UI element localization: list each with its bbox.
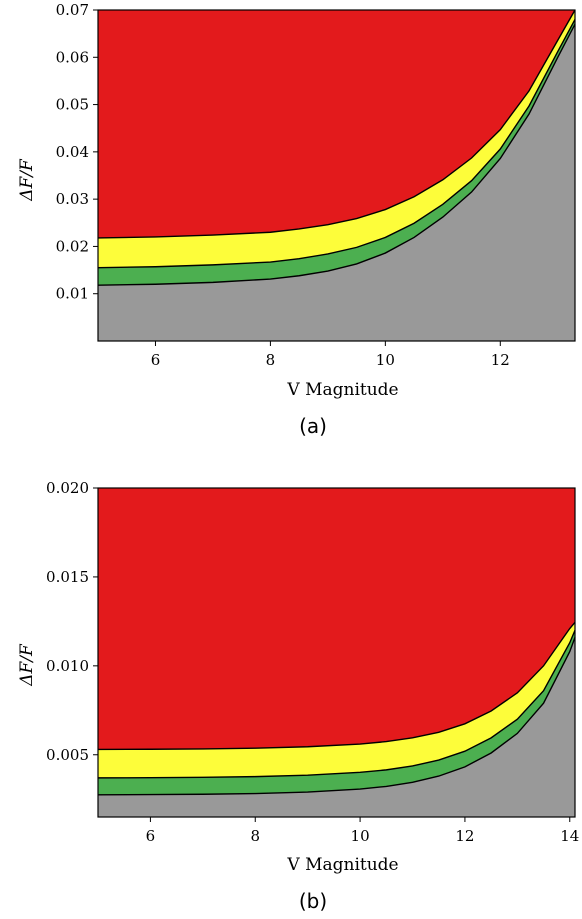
panel-a-boundary-line-1	[97, 23, 576, 286]
panel-b-region-1	[98, 637, 575, 817]
panel-b-plot-frame	[97, 487, 576, 818]
panel-a-region-3	[98, 10, 575, 268]
panel-a-y-tick-label: 0.05	[56, 96, 89, 114]
panel-b-label: (b)	[299, 889, 327, 913]
panel-b-x-tick-label: 8	[250, 827, 260, 845]
panel-a-areas	[98, 10, 575, 341]
panel-b-region-4	[98, 488, 575, 750]
panel-b-y-axis-label: ΔF/F	[17, 643, 37, 687]
panel-a-y-tick-label: 0.01	[56, 285, 89, 303]
panel-a-boundary-line-3	[97, 9, 576, 239]
panel-a: 6 8 10 12 0.01 0.02 0.03 0.04 0.05 0.06 0.07 V Ma…	[17, 1, 576, 438]
panel-b-region-3	[98, 622, 575, 778]
panel-b-x-tick-label: 10	[351, 827, 370, 845]
panel-a-region-1	[98, 24, 575, 341]
panel-a-x-tick-label: 10	[376, 351, 395, 369]
panel-a-boundary-line-2	[97, 19, 576, 269]
panel-a-boundaries	[97, 9, 576, 286]
panel-a-y-ticks: 0.01 0.02 0.03 0.04 0.05 0.06 0.07	[56, 1, 98, 303]
panel-b-x-tick-label: 12	[455, 827, 474, 845]
panel-a-label: (a)	[299, 414, 327, 438]
panel-a-y-axis-label: ΔF/F	[17, 158, 37, 202]
panel-a-plot-frame	[97, 9, 576, 342]
panel-b-areas	[98, 488, 575, 817]
panel-b-boundary-line-1	[97, 637, 576, 796]
panel-a-y-tick-label: 0.04	[56, 143, 89, 161]
panel-b-boundary-line-3	[97, 621, 576, 751]
panel-a-x-tick-label: 8	[266, 351, 276, 369]
panel-b-boundaries	[97, 621, 576, 796]
panel-b-x-ticks: 6 8 10 12 14	[146, 817, 579, 845]
panel-b-boundary-line-2	[97, 629, 576, 779]
panel-a-y-tick-label: 0.02	[56, 237, 89, 255]
panel-b-y-ticks: 0.005 0.010 0.015 0.020	[46, 479, 98, 764]
panel-a-x-tick-label: 12	[491, 351, 510, 369]
panel-b-x-tick-label: 6	[146, 827, 156, 845]
panel-b-x-tick-label: 14	[560, 827, 579, 845]
panel-a-x-axis-label: V Magnitude	[286, 380, 398, 400]
panel-b-y-tick-label: 0.005	[46, 746, 89, 764]
panel-a-y-tick-label: 0.07	[56, 1, 89, 19]
panel-a-x-ticks: 6 8 10 12	[151, 341, 510, 369]
panel-b-y-tick-label: 0.015	[46, 568, 89, 586]
panel-a-y-tick-label: 0.06	[56, 48, 89, 66]
panel-a-y-tick-label: 0.03	[56, 190, 89, 208]
panel-b: 6 8 10 12 14 0.005 0.010 0.015 0.020 V Magnitud…	[17, 479, 579, 913]
panel-b-y-tick-label: 0.010	[46, 657, 89, 675]
panel-a-region-4	[98, 10, 575, 238]
panel-b-x-axis-label: V Magnitude	[286, 855, 398, 875]
panel-a-x-tick-label: 6	[151, 351, 161, 369]
panel-b-y-tick-label: 0.020	[46, 479, 89, 497]
